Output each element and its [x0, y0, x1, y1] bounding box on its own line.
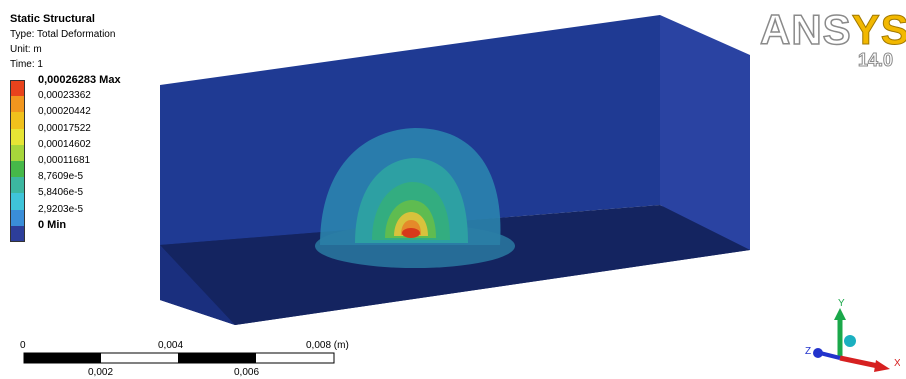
coordinate-triad[interactable]: Y X Z	[800, 296, 900, 376]
legend-value: 0,00026283 Max	[38, 74, 121, 86]
version-label: 14.0	[857, 50, 894, 71]
legend-value: 2,9203e-5	[38, 203, 84, 215]
legend-value: 0,00011681	[38, 154, 91, 166]
result-type: Type: Total Deformation	[10, 29, 116, 40]
z-axis-ball	[813, 348, 823, 358]
scale-label-0008: 0,008 (m)	[306, 340, 349, 351]
legend-swatch	[10, 177, 25, 194]
analysis-title: Static Structural	[10, 13, 95, 25]
scale-label-0006: 0,006	[234, 367, 260, 378]
block-right-face	[660, 15, 750, 250]
hot-spot	[402, 228, 420, 238]
legend-value: 0,00020442	[38, 106, 91, 118]
scale-bar-graphic	[23, 352, 335, 364]
block-front-left	[160, 245, 235, 325]
scale-label-0004: 0,004	[158, 340, 184, 351]
legend-swatch	[10, 144, 25, 161]
legend-swatch	[10, 209, 25, 226]
legend-swatch	[10, 112, 25, 129]
z-axis-line	[819, 351, 841, 360]
legend-value: 5,8406e-5	[38, 187, 84, 199]
legend-value: 0,00017522	[38, 122, 91, 134]
legend-swatch	[10, 128, 25, 145]
y-axis-label: Y	[838, 298, 845, 309]
legend-value: 0,00023362	[38, 90, 91, 102]
legend-swatch	[10, 80, 25, 97]
ansys-logo: ANSYS 14.0	[760, 8, 906, 71]
x-axis-label: X	[894, 358, 900, 369]
legend-swatch	[10, 160, 25, 178]
legend-swatch	[10, 96, 25, 113]
legend-swatch	[10, 225, 25, 242]
result-header: Static Structural Type: Total Deformatio…	[10, 12, 160, 72]
result-unit: Unit: m	[10, 44, 42, 55]
result-time: Time: 1	[10, 59, 43, 70]
scale-label-0: 0	[20, 340, 26, 351]
legend-swatch	[10, 193, 25, 210]
y-axis-arrow	[834, 308, 846, 320]
x-axis-arrow	[874, 360, 890, 372]
legend-value: 0,00014602	[38, 138, 91, 150]
legend-value: 8,7609e-5	[38, 171, 84, 183]
z-axis-label: Z	[805, 346, 811, 357]
triad-center-ball	[844, 335, 856, 347]
legend-value: 0 Min	[38, 218, 67, 231]
scale-label-0002: 0,002	[88, 367, 114, 378]
x-axis-line	[839, 355, 879, 369]
